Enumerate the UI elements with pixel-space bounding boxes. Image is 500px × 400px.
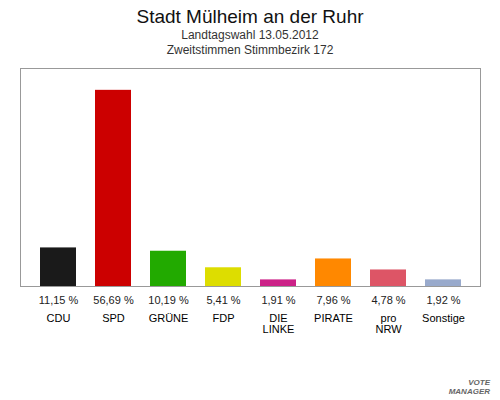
svg-text:1,92 %: 1,92 %	[426, 294, 460, 306]
svg-text:5,41 %: 5,41 %	[206, 294, 240, 306]
html-text:Zweitstimmen Stimmbezirk 172: Zweitstimmen Stimmbezirk 172	[166, 43, 334, 57]
html-text:Stadt Mülheim an der Ruhr: Stadt Mülheim an der Ruhr	[136, 6, 364, 27]
svg-text:DIELINKE: DIELINKE	[263, 312, 295, 335]
svg-text:SPD: SPD	[102, 312, 125, 324]
html-text:VOTE MANAGER: VOTE MANAGER	[448, 378, 490, 396]
svg-text:proNRW: proNRW	[375, 312, 402, 335]
svg-text:GRÜNE: GRÜNE	[149, 312, 189, 324]
svg-text:PIRATE: PIRATE	[314, 312, 353, 324]
svg-text:56,69 %: 56,69 %	[93, 294, 134, 306]
svg-text:1,91 %: 1,91 %	[261, 294, 295, 306]
svg-text:Sonstige: Sonstige	[422, 312, 465, 324]
svg-text:CDU: CDU	[47, 312, 71, 324]
svg-text:7,96 %: 7,96 %	[316, 294, 350, 306]
html-text:Landtagswahl 13.05.2012: Landtagswahl 13.05.2012	[181, 28, 319, 42]
svg-text:FDP: FDP	[213, 312, 235, 324]
svg-text:11,15 %: 11,15 %	[39, 294, 79, 306]
svg-text:4,78 %: 4,78 %	[371, 294, 405, 306]
svg-text:10,19 %: 10,19 %	[148, 294, 189, 306]
